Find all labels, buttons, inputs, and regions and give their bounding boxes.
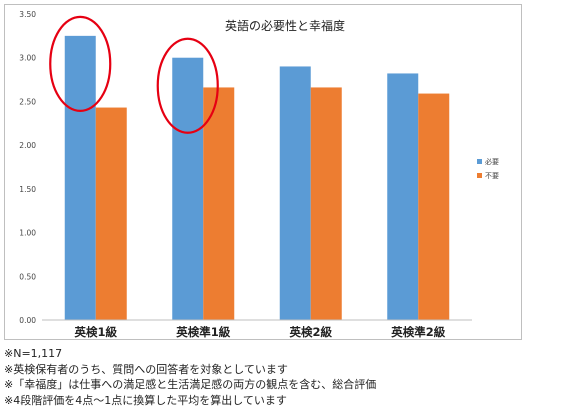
bar [203,87,235,320]
x-tick-label: 英検準1級 [175,325,231,339]
y-tick-label: 3.50 [19,10,36,19]
footnotes: ※N=1,117 ※英検保有者のうち、質問への回答者を対象としています ※「幸福… [4,346,574,408]
footnote: ※英検保有者のうち、質問への回答者を対象としています [4,362,288,376]
bar [418,93,450,320]
x-tick-label: 英検2級 [288,325,332,339]
legend-swatch [477,159,482,164]
footnote: ※4段階評価を4点～1点に換算した平均を算出しています [4,393,287,407]
footnote: ※N=1,117 [4,347,63,360]
bar [95,107,127,320]
bar-chart: 0.00 0.50 1.00 1.50 2.00 2.50 3.00 3.50 英検1級 英検準… [19,10,499,339]
bar [172,57,204,320]
bar [387,73,419,320]
y-tick-label: 3.00 [19,54,36,63]
footnote: ※「幸福度」は仕事への満足感と生活満足感の両方の観点を含む、総合評価 [4,378,377,391]
bar [279,66,311,320]
highlight-circle [156,37,219,134]
y-tick-label: 0.00 [19,316,36,325]
y-tick-label: 0.50 [19,272,36,281]
x-tick-label: 英検1級 [73,325,117,339]
bar [310,87,342,320]
x-axis: 英検1級 英検準1級 英検2級 英検準2級 [42,319,472,339]
chart-title: 英語の必要性と幸福度 [225,18,345,33]
highlight-circle [49,15,112,112]
y-tick-label: 2.00 [19,141,36,150]
legend-label: 不要 [485,172,499,180]
legend-label: 必要 [485,157,499,166]
bar [64,35,96,320]
y-tick-label: 1.50 [19,185,36,194]
y-tick-label: 2.50 [19,97,36,106]
chart-frame [4,4,522,340]
bars [64,35,450,320]
highlight-circles [49,15,219,134]
y-tick-label: 1.00 [19,229,36,238]
x-tick-label: 英検準2級 [390,325,446,339]
legend-swatch [477,173,482,178]
y-axis: 0.00 0.50 1.00 1.50 2.00 2.50 3.00 3.50 [19,10,36,325]
